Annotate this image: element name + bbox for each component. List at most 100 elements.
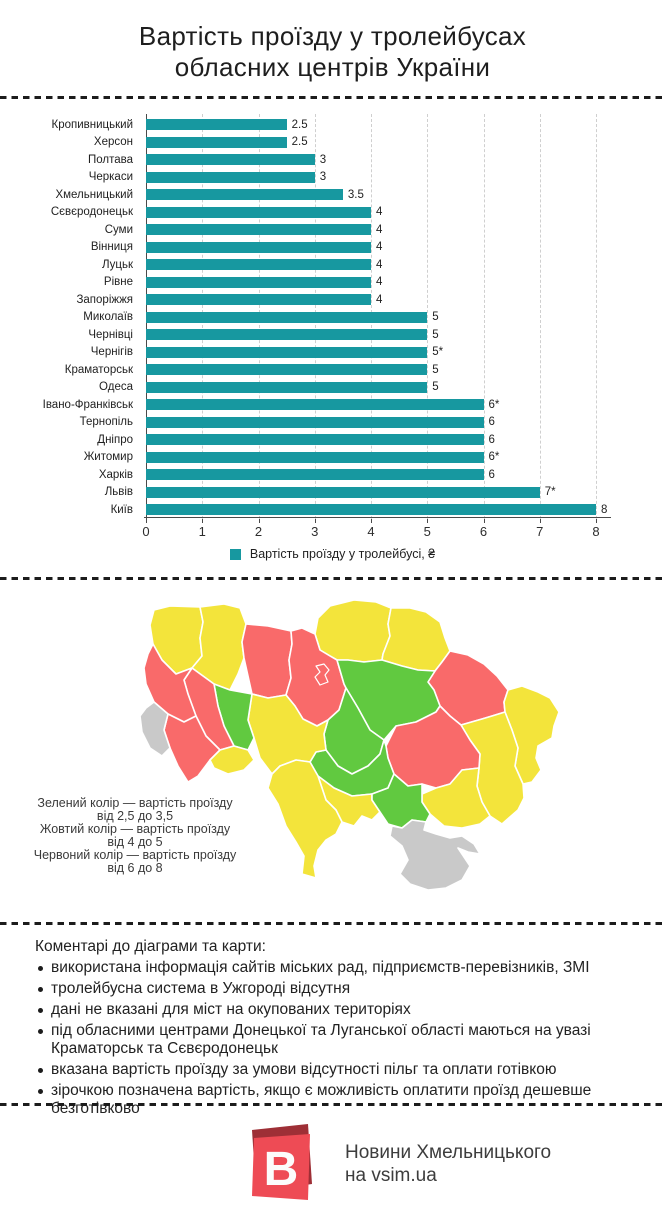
- bar-row: Хмельницький 3.5: [0, 186, 665, 204]
- bar-city-label: Львів: [104, 486, 133, 499]
- bar-value-label: 4: [376, 276, 383, 289]
- bar-city-label: Сєвєродонецьк: [50, 206, 133, 219]
- bar-track: 3.5: [146, 186, 364, 204]
- axis-tick-label: 3: [311, 524, 319, 539]
- bar-row: Суми 4: [0, 221, 665, 239]
- bar-city-label: Тернопіль: [79, 416, 133, 429]
- bar-city-label: Черкаси: [88, 171, 133, 184]
- bar-track: 4: [146, 256, 382, 274]
- map-legend-red-line2: від 6 до 8: [107, 861, 163, 875]
- bar-value-label: 2.5: [291, 136, 308, 149]
- bar: [146, 469, 484, 481]
- axis-tick-label: 7: [536, 524, 544, 539]
- bar-value-label: 7*: [544, 486, 556, 499]
- comment-item: тролейбусна система в Ужгороді відсутня: [35, 980, 610, 998]
- bar-city-label: Вінниця: [90, 241, 133, 254]
- bar-value-label: 6: [488, 468, 495, 481]
- bar-row: Полтава 3: [0, 151, 665, 169]
- bar: [146, 276, 371, 288]
- legend-label: Вартість проїзду у тролейбусі, ₴: [249, 547, 436, 561]
- bar: [146, 451, 484, 463]
- map-region-odesa: [267, 759, 343, 879]
- bar-city-label: Дніпро: [97, 433, 133, 446]
- bar-row: Львів 7*: [0, 484, 665, 502]
- bar-track: 4: [146, 221, 382, 239]
- chart-legend: Вартість проїзду у тролейбусі, ₴: [0, 547, 665, 561]
- bar-track: 5: [146, 379, 439, 397]
- bar-track: 5: [146, 309, 439, 327]
- bar: [146, 154, 315, 166]
- bar-row: Тернопіль 6: [0, 414, 665, 432]
- comment-item: дані не вказані для міст на окупованих т…: [35, 1001, 610, 1019]
- bar-value-label: 5: [432, 381, 439, 394]
- bar-row: Херсон 2.5: [0, 134, 665, 152]
- axis-tick: [371, 519, 372, 523]
- bar-city-label: Херсон: [93, 136, 133, 149]
- bar-track: 3: [146, 169, 326, 187]
- bar-city-label: Чернівці: [88, 328, 133, 341]
- bar-row: Київ 8: [0, 501, 665, 519]
- logo-front-shape: [252, 1134, 310, 1200]
- bar: [146, 224, 371, 236]
- x-axis-line: [144, 517, 611, 518]
- bar-track: 3: [146, 151, 326, 169]
- footer-line2: на vsim.ua: [345, 1164, 437, 1186]
- separator-top: [0, 96, 665, 99]
- legend-swatch: [229, 548, 241, 560]
- bar-row: Миколаїв 5: [0, 309, 665, 327]
- bar-rows: Кропивницький 2.5 Херсон 2.5 Полтава 3 Черкаси…: [0, 116, 665, 519]
- axis-tick-label: 0: [142, 524, 150, 539]
- bar-row: Івано-Франківськ 6*: [0, 396, 665, 414]
- separator-bottom: [0, 1103, 665, 1106]
- bar: [146, 294, 371, 306]
- bar-value-label: 6: [488, 433, 495, 446]
- bar-row: Кропивницький 2.5: [0, 116, 665, 134]
- bar-track: 6*: [146, 396, 499, 414]
- bar-row: Черкаси 3: [0, 169, 665, 187]
- bar-city-label: Хмельницький: [55, 188, 133, 201]
- comment-item: використана інформація сайтів міських ра…: [35, 959, 610, 977]
- bar-city-label: Київ: [110, 503, 133, 516]
- bar-track: 5: [146, 361, 439, 379]
- map-region-kyiv-city: [314, 663, 330, 686]
- bar-row: Рівне 4: [0, 274, 665, 292]
- separator-map-comments: [0, 922, 665, 925]
- bar-track: 2.5: [146, 134, 308, 152]
- bar-track: 4: [146, 291, 382, 309]
- bar-track: 5*: [146, 344, 443, 362]
- comment-item: зірочкою позначена вартість, якщо є можл…: [35, 1082, 610, 1118]
- axis-tick: [539, 519, 541, 523]
- bar-city-label: Одеса: [99, 381, 133, 394]
- bar: [146, 259, 371, 271]
- gridline: [427, 114, 429, 519]
- bar-row: Житомир 6*: [0, 449, 665, 467]
- map-legend-yellow-line2: від 4 до 5: [107, 835, 163, 849]
- map-region-chernivtsi: [209, 745, 255, 775]
- bar: [146, 206, 371, 218]
- bar: [146, 381, 428, 393]
- axis-tick-label: 2: [254, 524, 263, 539]
- bar: [146, 189, 343, 201]
- bar-track: 4: [146, 274, 382, 292]
- comments-block: Коментарі до діаграми та карти: використ…: [35, 938, 610, 1121]
- bar-row: Вінниця 4: [0, 239, 665, 257]
- comment-item: вказана вартість проїзду за умови відсут…: [35, 1061, 610, 1079]
- bar-value-label: 4: [376, 206, 383, 219]
- bar: [146, 504, 596, 516]
- bar: [146, 486, 540, 498]
- bar-row: Сєвєродонецьк 4: [0, 204, 665, 222]
- bar-row: Дніпро 6: [0, 431, 665, 449]
- axis-tick: [314, 519, 316, 523]
- bar: [146, 416, 484, 428]
- gridline: [483, 114, 485, 519]
- footer-text: Новини Хмельницького на vsim.ua: [345, 1142, 551, 1187]
- bar-track: 4: [146, 204, 382, 222]
- bar-value-label: 3: [319, 153, 327, 166]
- gridline: [539, 114, 541, 519]
- bar-track: 6*: [146, 449, 499, 467]
- bar-city-label: Кропивницький: [51, 118, 133, 131]
- bar-city-label: Краматорськ: [64, 363, 133, 376]
- bar-track: 6: [146, 431, 495, 449]
- bar-value-label: 4: [376, 223, 383, 236]
- bar-city-label: Луцьк: [101, 258, 133, 271]
